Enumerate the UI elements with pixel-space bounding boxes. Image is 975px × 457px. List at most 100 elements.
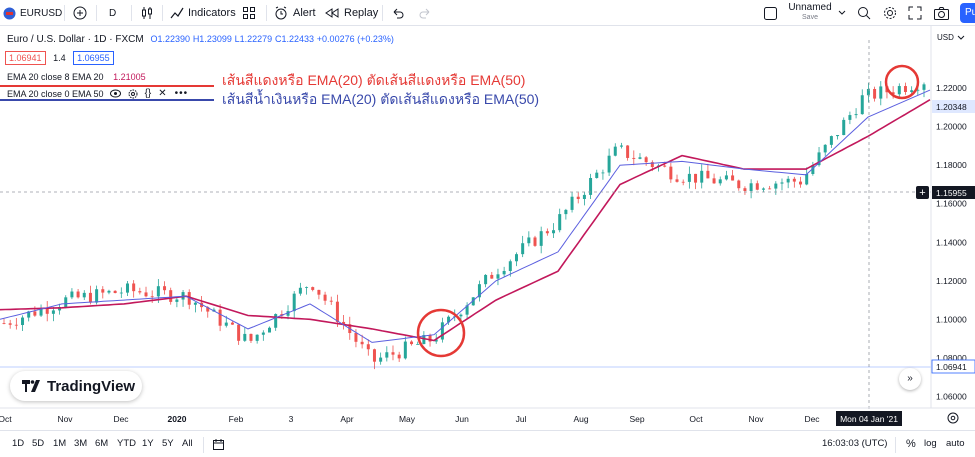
candle-body [718, 179, 722, 184]
snapshot-button[interactable] [934, 0, 949, 26]
candle-body [132, 283, 136, 292]
candle-body [465, 305, 469, 315]
auto-toggle[interactable]: auto [946, 438, 965, 449]
candle-body [681, 181, 685, 183]
currency-label[interactable]: USD [937, 33, 954, 42]
layouts-button[interactable] [242, 0, 256, 26]
scroll-to-realtime-button[interactable]: » [899, 368, 921, 390]
candle-body [156, 286, 160, 297]
search-button[interactable] [857, 0, 871, 26]
candle-body [595, 172, 599, 178]
flag-icon [3, 7, 16, 19]
undo-button[interactable] [392, 0, 404, 26]
ema1-legend[interactable]: EMA 20 close 8 EMA 20 1.21005 [7, 72, 146, 82]
range-all[interactable]: All [182, 438, 193, 449]
tradingview-logo[interactable]: TradingView [10, 371, 142, 401]
cross-circle-high [884, 64, 920, 100]
range-5d[interactable]: 5D [32, 438, 45, 449]
candle-body [58, 307, 62, 311]
compare-add-button[interactable] [73, 0, 87, 26]
candle-body [589, 177, 593, 195]
axis-settings-button[interactable] [947, 412, 959, 424]
last-price-bg [932, 100, 975, 113]
interval-button[interactable]: D [109, 7, 117, 19]
candle-body [366, 344, 370, 350]
sell-price-button[interactable]: 1.06941 [5, 51, 46, 65]
eye-icon[interactable] [109, 89, 121, 98]
top-toolbar: EURUSD D Indicators Alert Replay Unnamed… [0, 0, 975, 26]
time-tick-label: Sep [629, 414, 644, 424]
publish-button[interactable]: Pu [960, 3, 975, 23]
time-axis[interactable]: Oct Nov Dec 2020 Feb 3 Apr May Jun Jul Aug Sep Oct No… [0, 414, 820, 424]
alarm-clock-icon [275, 6, 287, 20]
gear-icon[interactable] [128, 89, 138, 99]
candle-body [613, 146, 617, 156]
range-1m[interactable]: 1M [53, 438, 67, 449]
candle-body [354, 333, 358, 342]
replay-button[interactable]: Replay [325, 0, 378, 26]
symbol-search[interactable]: EURUSD [3, 0, 62, 26]
percent-toggle[interactable]: % [906, 438, 916, 450]
candle-body [113, 290, 117, 293]
candle-body [76, 291, 80, 298]
price-chart[interactable]: USD 1.220001.200001.180001.160001.140001… [0, 26, 975, 430]
candle-body [860, 95, 864, 115]
layout-checkbox[interactable] [764, 0, 777, 26]
alert-button[interactable]: Alert [274, 0, 316, 26]
redo-button[interactable] [419, 0, 431, 26]
range-6m[interactable]: 6M [95, 438, 109, 449]
settings-button[interactable] [883, 0, 897, 26]
clock-label[interactable]: 16:03:03 (UTC) [822, 438, 888, 449]
candle-body [799, 181, 803, 185]
candles-icon [142, 7, 152, 19]
fullscreen-button[interactable] [908, 0, 922, 26]
candle-body [342, 321, 346, 325]
close-icon[interactable]: ✕ [158, 88, 167, 99]
buy-price-button[interactable]: 1.06955 [73, 51, 114, 65]
layout-name[interactable]: Unnamed Save [786, 3, 834, 23]
log-toggle[interactable]: log [924, 438, 937, 449]
candle-body [107, 290, 111, 293]
currency-chevron-icon[interactable] [957, 35, 965, 40]
time-tick-label: Oct [689, 414, 703, 424]
alert-label: Alert [293, 7, 316, 19]
layout-menu-button[interactable] [837, 0, 847, 26]
candle-body [169, 290, 173, 302]
range-5y[interactable]: 5Y [162, 438, 174, 449]
candle-body [712, 178, 716, 184]
candle-body [817, 152, 821, 166]
candle-body [582, 194, 586, 200]
source-code-icon[interactable]: {} [144, 88, 152, 99]
range-ytd[interactable]: YTD [117, 438, 136, 449]
candle-body [903, 86, 907, 92]
indicators-button[interactable]: Indicators [170, 0, 236, 26]
add-price-button-bg[interactable] [916, 186, 929, 199]
symbol-legend: Euro / U.S. Dollar · 1D · FXCM O1.22390 … [7, 34, 394, 45]
candle-body [780, 182, 784, 184]
candle-body [558, 214, 562, 231]
candle-body [514, 254, 518, 262]
low-price-bg [931, 359, 975, 374]
candle-body [731, 175, 735, 181]
price-axis[interactable]: 1.22000 1.20000 1.18000 1.16000 1.14000 1.120… [936, 83, 967, 401]
indicators-icon [170, 7, 184, 19]
range-3m[interactable]: 3M [74, 438, 88, 449]
range-1d[interactable]: 1D [12, 438, 25, 449]
calendar-range-icon[interactable] [213, 439, 224, 450]
time-tick-label: Nov [57, 414, 73, 424]
candle-body [255, 334, 259, 341]
add-price-plus-icon[interactable]: + [919, 187, 925, 199]
more-icon[interactable]: ••• [174, 88, 189, 99]
candle-body [70, 291, 74, 298]
crosshair-price-bg [932, 186, 975, 199]
candle-body [724, 175, 728, 180]
time-tick-label: May [399, 414, 416, 424]
chart-type-button[interactable] [140, 0, 154, 26]
candle-body [206, 307, 210, 312]
range-1y[interactable]: 1Y [142, 438, 154, 449]
grid-icon [243, 7, 255, 19]
ema2-legend[interactable]: EMA 20 close 0 EMA 50 {} ✕ ••• [7, 88, 188, 99]
candle-body [484, 274, 488, 285]
price-tick-label: 1.14000 [936, 237, 967, 247]
cross-circle-low [416, 308, 466, 358]
